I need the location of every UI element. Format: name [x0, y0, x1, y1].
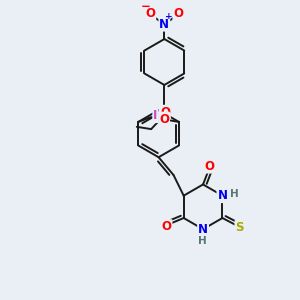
Text: I: I — [153, 109, 158, 122]
Text: N: N — [159, 18, 169, 31]
Text: O: O — [159, 112, 169, 126]
Text: O: O — [161, 220, 172, 233]
Text: +: + — [165, 13, 173, 22]
Text: H: H — [230, 189, 239, 199]
Text: N: N — [218, 189, 227, 202]
Text: N: N — [198, 223, 208, 236]
Text: S: S — [236, 221, 244, 234]
Text: −: − — [140, 0, 150, 14]
Text: O: O — [173, 7, 183, 20]
Text: O: O — [204, 160, 214, 172]
Text: O: O — [145, 7, 155, 20]
Text: O: O — [160, 106, 170, 119]
Text: H: H — [198, 236, 207, 246]
